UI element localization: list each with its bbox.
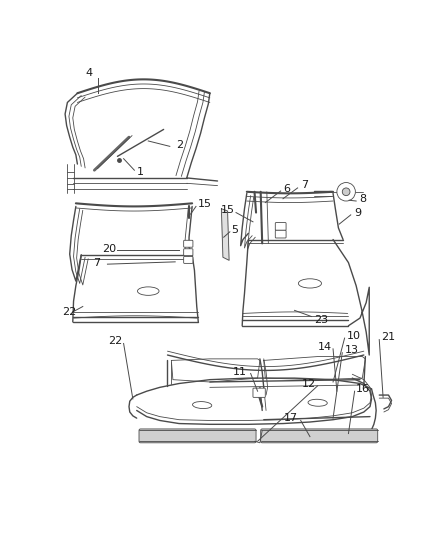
FancyBboxPatch shape [139, 429, 256, 443]
Polygon shape [221, 209, 229, 260]
Text: 4: 4 [85, 68, 92, 78]
FancyBboxPatch shape [184, 240, 193, 247]
FancyBboxPatch shape [184, 249, 193, 256]
Text: 10: 10 [347, 331, 361, 341]
Text: 17: 17 [284, 413, 298, 423]
Ellipse shape [308, 399, 327, 406]
Circle shape [342, 188, 350, 196]
Text: 21: 21 [381, 332, 395, 342]
Text: 16: 16 [356, 384, 370, 394]
Text: 15: 15 [220, 205, 234, 215]
Text: 9: 9 [355, 207, 362, 217]
Text: 23: 23 [314, 314, 328, 325]
Ellipse shape [138, 287, 159, 295]
Text: 5: 5 [231, 224, 238, 235]
Text: 13: 13 [345, 345, 359, 356]
FancyBboxPatch shape [184, 256, 193, 263]
Text: 1: 1 [137, 167, 144, 177]
Text: 20: 20 [102, 244, 116, 254]
FancyBboxPatch shape [253, 388, 265, 398]
Text: 2: 2 [176, 140, 183, 150]
Ellipse shape [298, 279, 321, 288]
Text: 8: 8 [359, 193, 366, 204]
Text: 6: 6 [283, 184, 290, 193]
FancyBboxPatch shape [276, 230, 286, 238]
Text: 12: 12 [302, 378, 316, 389]
FancyBboxPatch shape [261, 429, 378, 443]
Ellipse shape [193, 401, 212, 409]
Text: 7: 7 [301, 180, 308, 190]
Text: 7: 7 [93, 257, 100, 268]
Text: 11: 11 [233, 367, 247, 377]
Text: 14: 14 [318, 342, 332, 352]
FancyBboxPatch shape [276, 223, 286, 230]
Text: 22: 22 [62, 307, 76, 317]
Text: 22: 22 [108, 336, 122, 346]
Circle shape [337, 182, 355, 201]
Text: 15: 15 [198, 199, 212, 209]
